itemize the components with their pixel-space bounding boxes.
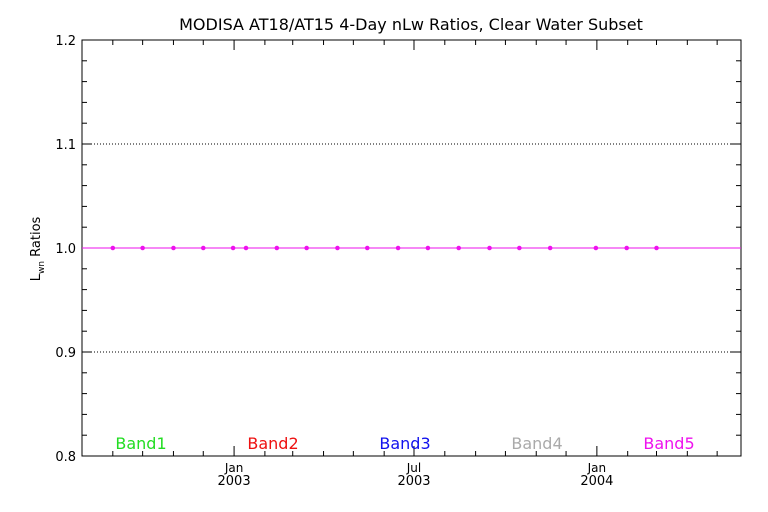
- data-point-band5: [243, 245, 249, 251]
- data-point-band5: [517, 245, 522, 251]
- y-axis-label: Lwn Ratios: [29, 216, 47, 281]
- x-tick-label-month: Jan: [224, 461, 244, 475]
- data-point-band5: [456, 245, 462, 251]
- data-point-band5: [171, 245, 176, 251]
- x-tick-label-year: 2003: [218, 474, 251, 489]
- data-point-band5: [304, 245, 309, 251]
- x-tick-label-year: 2004: [580, 474, 613, 489]
- data-point-band5: [547, 245, 553, 251]
- x-tick-label-month: Jan: [587, 461, 607, 475]
- data-point-band5: [110, 245, 116, 251]
- legend-band1: Band1: [115, 434, 166, 453]
- x-tick-label-month: Jul: [406, 461, 421, 475]
- chart-title: MODISA AT18/AT15 4-Day nLw Ratios, Clear…: [179, 15, 643, 34]
- legend: Band1 Band2 Band3 Band4 Band5: [115, 434, 694, 453]
- data-point-band5: [395, 245, 401, 251]
- data-point-band5: [654, 245, 659, 251]
- data-point-band5: [230, 245, 236, 251]
- y-tick-label: 0.9: [55, 346, 76, 361]
- plot-area: [82, 245, 741, 251]
- data-point-band5: [425, 245, 431, 251]
- y-tick-label: 1.0: [55, 242, 76, 257]
- data-point-band5: [335, 245, 340, 251]
- data-point-band5: [200, 245, 206, 251]
- data-point-band5: [274, 245, 280, 251]
- y-tick-label: 0.8: [55, 450, 76, 465]
- data-point-band5: [593, 245, 599, 251]
- data-point-band5: [624, 245, 629, 251]
- data-point-band5: [364, 245, 370, 251]
- legend-band4: Band4: [511, 434, 562, 453]
- legend-band2: Band2: [247, 434, 298, 453]
- x-tick-label-year: 2003: [397, 474, 430, 489]
- legend-band5: Band5: [643, 434, 694, 453]
- data-point-band5: [140, 245, 145, 251]
- legend-band3: Band3: [379, 434, 430, 453]
- y-tick-label: 1.1: [55, 138, 76, 153]
- y-tick-label: 1.2: [55, 34, 76, 49]
- data-point-band5: [487, 245, 492, 251]
